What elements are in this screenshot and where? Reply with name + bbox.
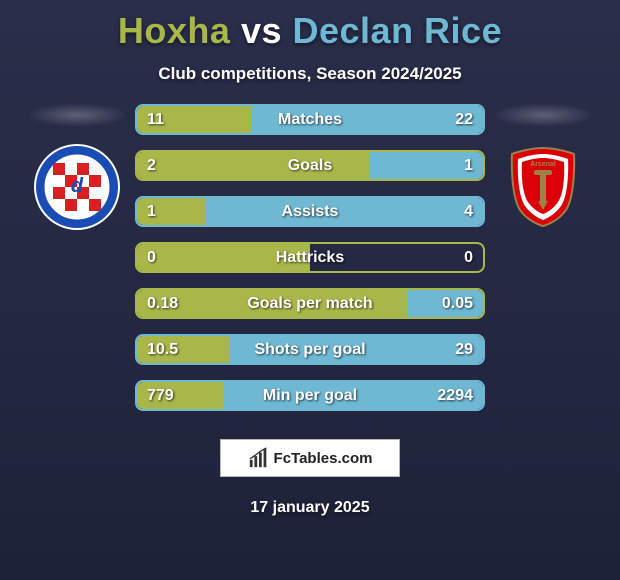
stat-row: 00Hattricks: [135, 242, 485, 273]
stat-label: Shots per goal: [137, 341, 483, 359]
svg-text:d: d: [71, 175, 84, 197]
stat-label: Goals per match: [137, 295, 483, 313]
stat-label: Goals: [137, 157, 483, 175]
player1-name: Hoxha: [118, 10, 231, 51]
left-club-logo: d: [34, 144, 120, 230]
stat-row: 10.529Shots per goal: [135, 334, 485, 365]
stat-row: 7792294Min per goal: [135, 380, 485, 411]
stat-label: Assists: [137, 203, 483, 221]
right-club-column: Arsenal: [493, 104, 593, 230]
content-row: d 1122Matches 21Goals 14Assists 00Hattricks…: [0, 104, 620, 411]
arsenal-icon: Arsenal: [500, 144, 586, 230]
shadow-ellipse-right: [496, 104, 591, 126]
chart-icon: [248, 447, 270, 469]
stat-label: Matches: [137, 111, 483, 129]
comparison-title: Hoxha vs Declan Rice: [0, 0, 620, 52]
right-club-logo: Arsenal: [500, 144, 586, 230]
stat-row: 0.180.05Goals per match: [135, 288, 485, 319]
subtitle: Club competitions, Season 2024/2025: [0, 64, 620, 84]
stat-row: 21Goals: [135, 150, 485, 181]
footer-brand-box[interactable]: FcTables.com: [220, 439, 400, 477]
stat-label: Min per goal: [137, 387, 483, 405]
player2-name: Declan Rice: [293, 10, 503, 51]
stat-label: Hattricks: [137, 249, 483, 267]
svg-text:Arsenal: Arsenal: [530, 161, 556, 168]
stat-row: 1122Matches: [135, 104, 485, 135]
footer-brand-text: FcTables.com: [274, 450, 373, 467]
left-club-column: d: [27, 104, 127, 230]
stat-row: 14Assists: [135, 196, 485, 227]
vs-text: vs: [241, 10, 282, 51]
stats-column: 1122Matches 21Goals 14Assists 00Hattricks 0.…: [135, 104, 485, 411]
footer-date: 17 january 2025: [0, 499, 620, 517]
shadow-ellipse-left: [30, 104, 125, 126]
dinamo-zagreb-icon: d: [34, 144, 120, 230]
